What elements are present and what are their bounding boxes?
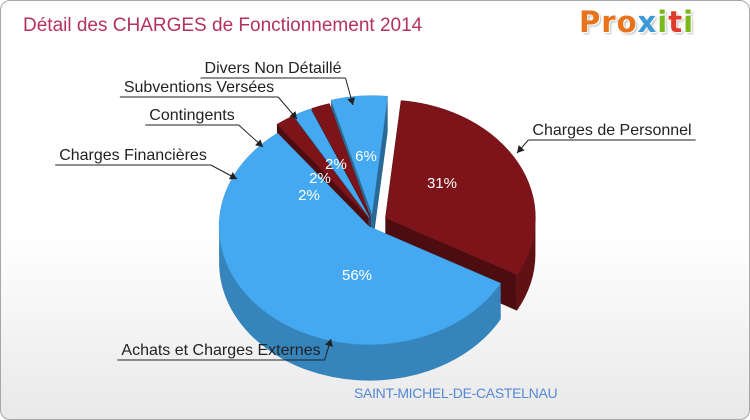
slice-category-label: Achats et Charges Externes bbox=[121, 342, 320, 359]
proxiti-logo: Proxiti bbox=[579, 5, 694, 45]
slice-percent-label: 2% bbox=[298, 187, 320, 204]
slice-subventions-vers-es bbox=[311, 103, 371, 218]
slice-achats-et-charges-externes bbox=[218, 132, 502, 345]
slice-percent-label: 56% bbox=[342, 267, 372, 284]
slice-category-label: Divers Non Détaillé bbox=[205, 60, 342, 77]
slice-percent-label: 2% bbox=[325, 156, 347, 173]
slice-divers-non-d-taill- bbox=[330, 95, 388, 214]
slice-charges-de-personnel bbox=[385, 100, 536, 275]
slice-side bbox=[219, 226, 501, 381]
label-arrowhead bbox=[228, 172, 237, 180]
slice-category-label: Contingents bbox=[149, 107, 234, 124]
label-arrowhead bbox=[289, 111, 297, 119]
commune-name: SAINT-MICHEL-DE-CASTELNAU bbox=[354, 385, 558, 401]
logo-letter: o bbox=[616, 5, 638, 39]
slice-category-label: Charges de Personnel bbox=[532, 122, 691, 139]
slice-percent-label: 31% bbox=[427, 175, 457, 192]
slice-category-label: Charges Financières bbox=[59, 147, 207, 164]
slice-category-label: Subventions Versées bbox=[124, 79, 274, 96]
label-arrowhead bbox=[325, 339, 333, 347]
label-arrowhead bbox=[255, 139, 263, 147]
logo-letter: x bbox=[637, 5, 658, 39]
logo-letter: P bbox=[579, 5, 602, 39]
slice-side bbox=[516, 217, 536, 311]
logo-letter: i bbox=[683, 5, 695, 39]
logo-letter: r bbox=[601, 5, 617, 39]
slice-percent-label: 6% bbox=[355, 148, 377, 165]
label-arrowhead bbox=[517, 145, 525, 153]
slice-percent-label: 2% bbox=[309, 170, 331, 187]
pie-tops bbox=[218, 95, 536, 345]
chart-title: Détail des CHARGES de Fonctionnement 201… bbox=[23, 15, 423, 36]
label-arrowhead bbox=[347, 97, 355, 105]
logo-letter: i bbox=[657, 5, 669, 39]
slice-wall bbox=[371, 96, 388, 250]
logo-letter: t bbox=[668, 5, 684, 39]
